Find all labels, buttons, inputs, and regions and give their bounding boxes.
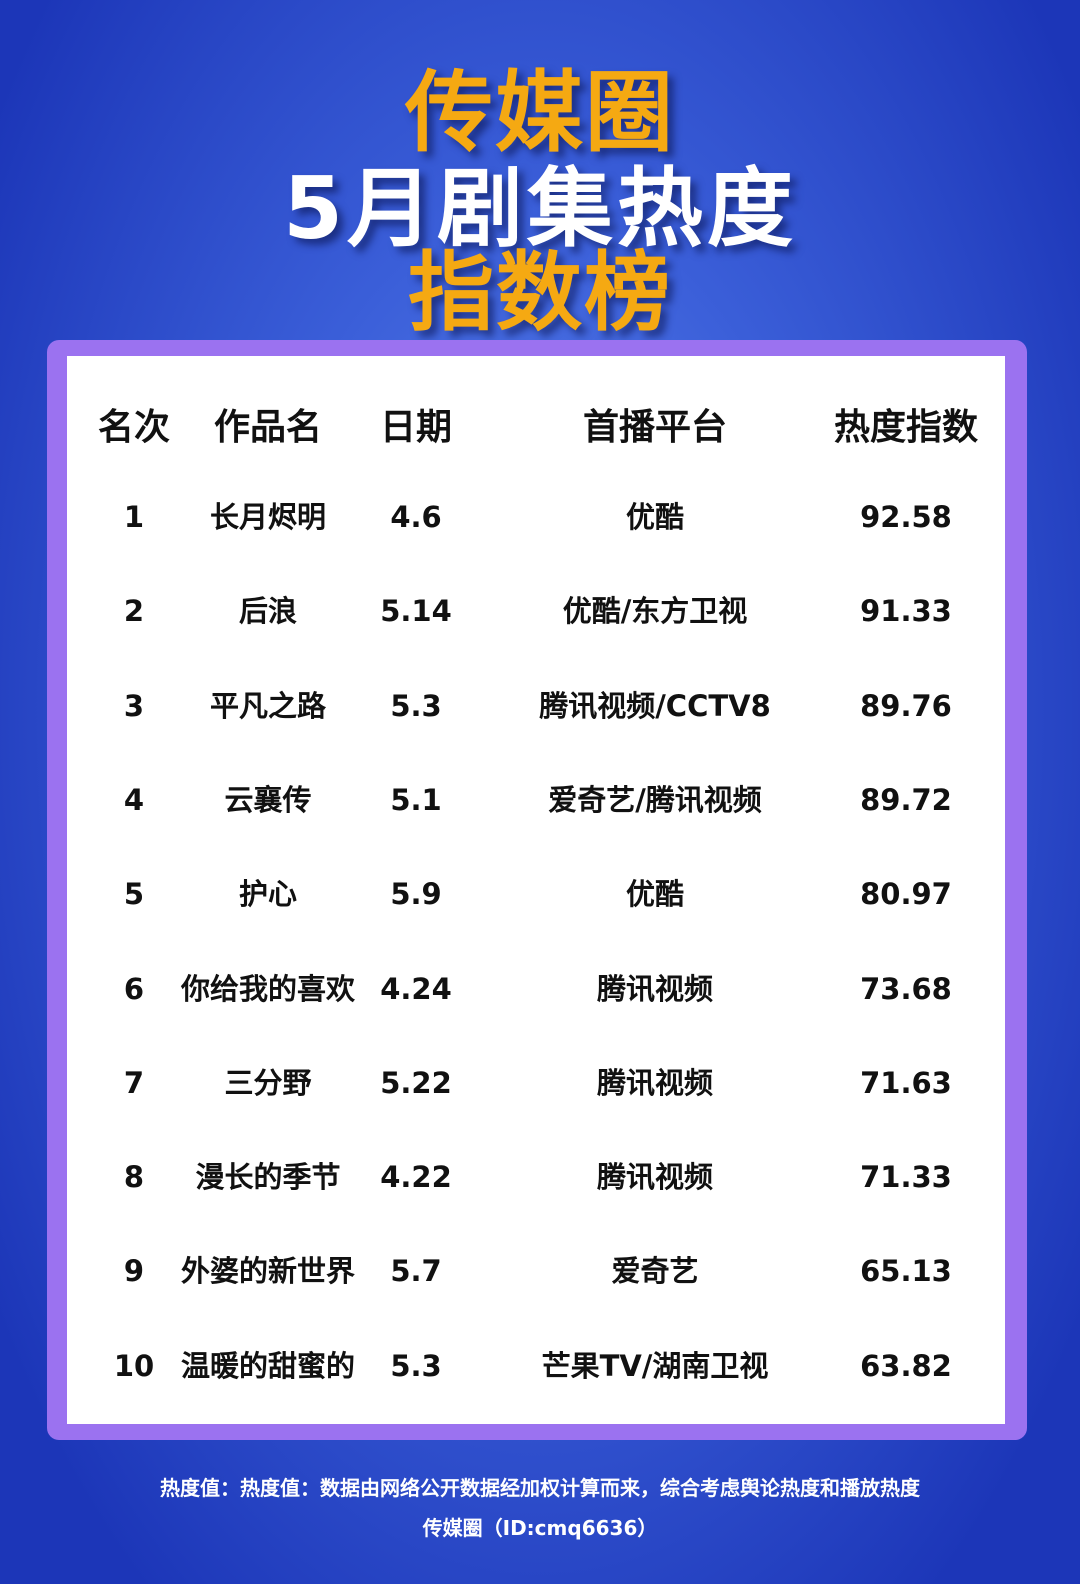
- footer-credit: 传媒圈（ID:cmq6636）: [422, 1516, 658, 1540]
- table-row: 7 三分野 5.22 腾讯视频 71.63: [67, 1053, 1005, 1113]
- cell-title: 你给我的喜欢: [180, 971, 356, 1006]
- table-header: 名次 作品名 日期 首播平台 热度指数: [67, 398, 1005, 458]
- cell-title: 温暖的甜蜜的: [180, 1348, 356, 1383]
- header-title: 作品名: [213, 407, 323, 448]
- cell-score: 92.58: [860, 500, 952, 534]
- cell-date: 5.3: [390, 688, 442, 723]
- cell-date: 5.14: [380, 594, 452, 629]
- cell-rank: 10: [113, 1348, 155, 1383]
- table-row: 8 漫长的季节 4.22 腾讯视频 71.33: [67, 1147, 1005, 1207]
- brand-title: 传媒圈: [404, 61, 675, 164]
- cell-platform: 腾讯视频: [596, 1065, 714, 1100]
- header-platform: 首播平台: [582, 407, 728, 448]
- sub-title: 指数榜: [408, 243, 672, 343]
- cell-score: 71.33: [860, 1160, 952, 1195]
- cell-title: 长月烬明: [209, 500, 327, 534]
- table-row: 5 护心 5.9 优酷 80.97: [67, 864, 1005, 924]
- cell-rank: 9: [123, 1254, 145, 1289]
- cell-score: 89.76: [860, 688, 952, 723]
- cell-title: 平凡之路: [209, 688, 327, 723]
- cell-platform: 优酷: [625, 500, 685, 534]
- cell-rank: 1: [123, 500, 145, 534]
- cell-rank: 3: [123, 688, 145, 723]
- cell-rank: 4: [123, 782, 145, 817]
- cell-rank: 8: [123, 1160, 145, 1195]
- cell-platform: 腾讯视频: [596, 1160, 714, 1195]
- cell-score: 63.82: [860, 1348, 952, 1383]
- footer-note: 热度值：热度值：数据由网络公开数据经加权计算而来，综合考虑舆论热度和播放热度: [160, 1476, 920, 1500]
- cell-rank: 5: [123, 877, 145, 912]
- cell-date: 5.9: [390, 877, 442, 912]
- cell-title: 外婆的新世界: [180, 1254, 356, 1289]
- cell-date: 4.22: [380, 1160, 452, 1195]
- cell-date: 5.1: [390, 782, 442, 817]
- cell-platform: 优酷/东方卫视: [562, 594, 748, 629]
- cell-title: 漫长的季节: [195, 1160, 341, 1195]
- cell-date: 4.6: [390, 500, 442, 534]
- cell-title: 云襄传: [224, 782, 312, 817]
- cell-title: 后浪: [238, 594, 298, 629]
- table-row: 1 长月烬明 4.6 优酷 92.58: [67, 487, 1005, 547]
- cell-platform: 芒果TV/湖南卫视: [541, 1348, 769, 1383]
- cell-score: 73.68: [860, 971, 952, 1006]
- cell-platform: 优酷: [625, 877, 685, 912]
- cell-title: 三分野: [224, 1065, 312, 1100]
- header-score: 热度指数: [833, 407, 979, 448]
- cell-rank: 2: [123, 594, 145, 629]
- cell-score: 91.33: [860, 594, 952, 629]
- cell-platform: 腾讯视频/CCTV8: [539, 688, 771, 723]
- cell-date: 5.3: [390, 1348, 442, 1383]
- header-date: 日期: [379, 407, 453, 448]
- cell-title: 护心: [238, 877, 298, 912]
- ranking-table: 名次 作品名 日期 首播平台 热度指数 1 长月烬明 4.6 优酷 92.58 2 后浪 5.…: [67, 356, 1005, 1424]
- cell-score: 80.97: [860, 877, 952, 912]
- cell-date: 4.24: [380, 971, 452, 1006]
- cell-date: 5.7: [390, 1254, 442, 1289]
- cell-score: 71.63: [860, 1065, 952, 1100]
- cell-platform: 腾讯视频: [596, 971, 714, 1006]
- cell-platform: 爱奇艺/腾讯视频: [548, 782, 762, 817]
- table-row: 6 你给我的喜欢 4.24 腾讯视频 73.68: [67, 959, 1005, 1019]
- table-row: 2 后浪 5.14 优酷/东方卫视 91.33: [67, 581, 1005, 641]
- table-row: 3 平凡之路 5.3 腾讯视频/CCTV8 89.76: [67, 676, 1005, 736]
- cell-score: 89.72: [860, 782, 952, 817]
- cell-rank: 6: [123, 971, 145, 1006]
- table-row: 4 云襄传 5.1 爱奇艺/腾讯视频 89.72: [67, 770, 1005, 830]
- cell-platform: 爱奇艺: [611, 1254, 699, 1289]
- cell-score: 65.13: [860, 1254, 952, 1289]
- table-row: 10 温暖的甜蜜的 5.3 芒果TV/湖南卫视 63.82: [67, 1336, 1005, 1396]
- main-title: 5月剧集热度: [283, 159, 797, 259]
- table-row: 9 外婆的新世界 5.7 爱奇艺 65.13: [67, 1241, 1005, 1301]
- cell-date: 5.22: [380, 1065, 452, 1100]
- header-rank: 名次: [97, 407, 171, 448]
- cell-rank: 7: [123, 1065, 145, 1100]
- ranking-card: 名次 作品名 日期 首播平台 热度指数 1 长月烬明 4.6 优酷 92.58 2 后浪 5.…: [47, 340, 1027, 1440]
